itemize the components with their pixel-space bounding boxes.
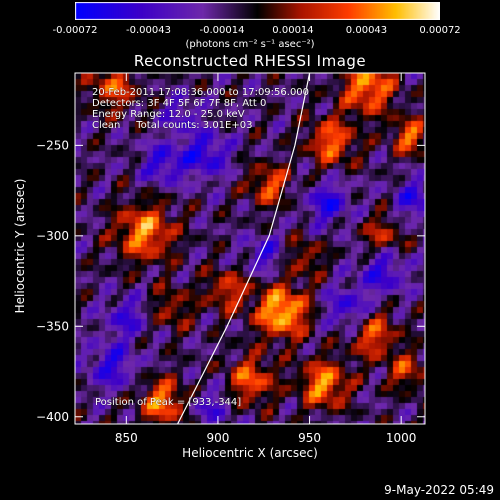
y-tick-label: −300 (36, 229, 69, 243)
colorbar (75, 2, 440, 20)
colorbar-tick-label: -0.00072 (52, 25, 98, 36)
y-axis-label: Heliocentric Y (arcsec) (13, 178, 27, 314)
colorbar-tick-label: 0.00014 (272, 25, 314, 36)
colorbar-tick-label: -0.00043 (126, 25, 171, 36)
x-axis-label: Heliocentric X (arcsec) (182, 446, 318, 460)
colorbar-units: (photons cm⁻² s⁻¹ asec⁻²) (185, 39, 315, 50)
annotation-detectors: Detectors: 3F 4F 5F 6F 7F 8F, Att 0 (92, 98, 267, 109)
y-tick-label: −250 (36, 138, 69, 152)
colorbar-tick-label: 0.00043 (345, 25, 388, 36)
x-tick-label: 850 (115, 431, 138, 445)
x-ticks: 850 900 950 1000 (115, 73, 417, 445)
rhessi-image (75, 73, 425, 424)
annotation-peak-position: Position of Peak = [933,-344] (95, 397, 242, 408)
annotation-time-range: 20-Feb-2011 17:08:36.000 to 17:09:56.000 (92, 87, 310, 98)
x-tick-label: 900 (206, 431, 229, 445)
annotation-energy-range: Energy Range: 12.0 - 25.0 keV (92, 109, 245, 120)
x-tick-label: 950 (298, 431, 321, 445)
chart-title: Reconstructed RHESSI Image (133, 52, 367, 70)
y-ticks: −250 −300 −350 −400 (36, 138, 425, 424)
plot-frame (74, 72, 426, 425)
y-tick-label: −400 (36, 410, 69, 424)
colorbar-tick-label: -0.00014 (199, 25, 245, 36)
annotation-clean-total-counts: Clean Total counts: 3.01E+03 (92, 120, 253, 131)
colorbar-tick-label: 0.00072 (419, 25, 461, 36)
colorbar-tick-labels: -0.00072 -0.00043 -0.00014 0.00014 0.00043 0.… (53, 25, 461, 39)
y-tick-label: −350 (36, 319, 69, 333)
solar-limb-curve (177, 72, 311, 425)
footer-date: 9-May-2022 05:49 (384, 483, 494, 497)
x-tick-label: 1000 (386, 431, 417, 445)
